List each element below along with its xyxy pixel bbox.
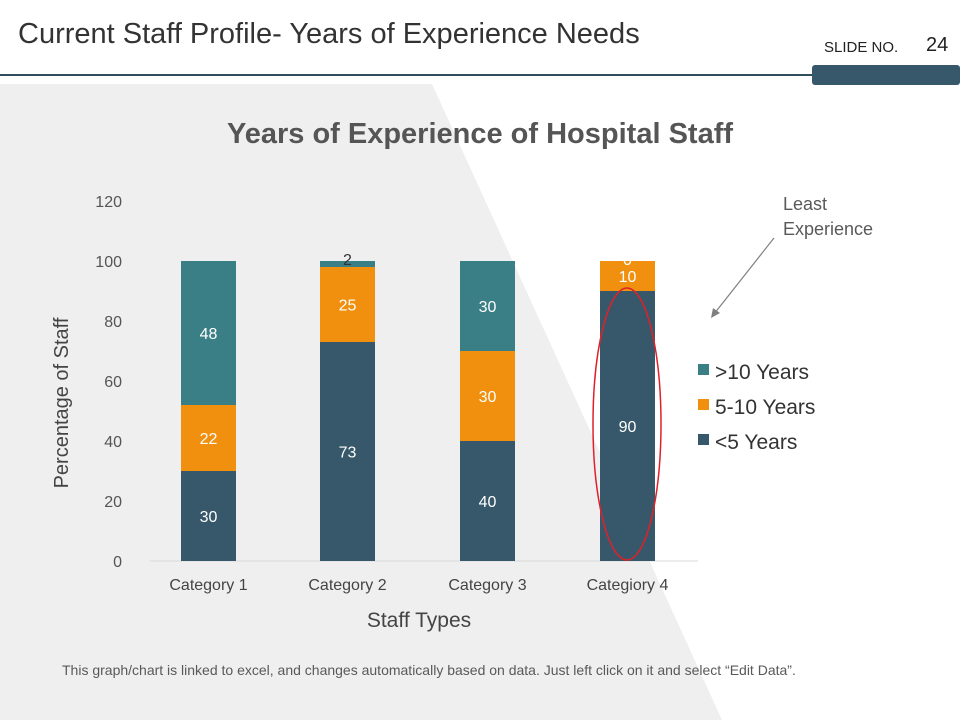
annotation-arrow-head: [711, 308, 720, 318]
bar-segment-mid: [460, 351, 515, 441]
legend-swatch: [698, 399, 709, 410]
x-tick-label: Categiory 4: [587, 577, 669, 594]
annotation-line-1: Least: [783, 194, 827, 214]
y-tick-label: 60: [104, 374, 122, 391]
bar-segment-gt10: [320, 261, 375, 267]
data-label-lt5: 73: [339, 445, 357, 462]
legend-label: >10 Years: [715, 361, 809, 384]
data-label-mid: 22: [200, 431, 218, 448]
data-label-lt5: 90: [619, 419, 637, 436]
bar-segment-mid: [600, 261, 655, 291]
data-label-mid: 10: [619, 269, 637, 286]
data-label-mid: 30: [479, 389, 497, 406]
y-tick-label: 0: [113, 554, 122, 571]
x-tick-label: Category 1: [169, 577, 247, 594]
y-tick-label: 100: [95, 254, 122, 271]
data-label-gt10: 0: [623, 252, 632, 269]
legend: >10 Years 5-10 Years <5 Years: [698, 361, 815, 454]
slide-title: Current Staff Profile- Years of Experien…: [18, 18, 640, 50]
header-divider: [0, 74, 812, 76]
highlight-ellipse: [592, 287, 662, 561]
bar-group: 30 22 48 73 25 2 40 30 30 90 100: [181, 252, 655, 561]
x-axis-label: Staff Types: [367, 609, 471, 632]
legend-swatch: [698, 364, 709, 375]
legend-swatch: [698, 434, 709, 445]
data-label-lt5: 30: [200, 509, 218, 526]
bar-segment-gt10: [181, 261, 236, 405]
data-label-gt10: 30: [479, 299, 497, 316]
bar-segment-gt10: [460, 261, 515, 351]
bar-segment-mid: [181, 405, 236, 471]
annotation-arrow-line: [713, 237, 775, 315]
x-tick-label: Category 3: [448, 577, 526, 594]
bar-segment-lt5: [460, 441, 515, 561]
y-axis-ticks: 0 20 40 60 80 100 120: [95, 194, 122, 571]
data-label-lt5: 40: [479, 494, 497, 511]
y-tick-label: 80: [104, 314, 122, 331]
data-label-gt10: 2: [343, 252, 352, 269]
bar-segment-lt5: [181, 471, 236, 561]
slide-number-tab: [812, 65, 960, 85]
legend-label: <5 Years: [715, 431, 797, 454]
x-tick-label: Category 2: [308, 577, 386, 594]
y-axis-label: Percentage of Staff: [51, 317, 73, 488]
data-label-gt10: 48: [200, 326, 218, 343]
bar-segment-lt5: [320, 342, 375, 561]
annotation-line-2: Experience: [783, 219, 873, 239]
footnote: This graph/chart is linked to excel, and…: [62, 662, 796, 678]
legend-label: 5-10 Years: [715, 396, 815, 419]
y-tick-label: 20: [104, 494, 122, 511]
chart-title: Years of Experience of Hospital Staff: [227, 118, 733, 150]
slide-number: 24: [926, 34, 949, 56]
slide-number-label: SLIDE NO.: [824, 39, 899, 56]
bar-segment-lt5: [600, 291, 655, 561]
y-tick-label: 40: [104, 434, 122, 451]
data-label-mid: 25: [339, 298, 357, 315]
bar-segment-mid: [320, 267, 375, 342]
y-tick-label: 120: [95, 194, 122, 211]
x-axis-ticks: Category 1 Category 2 Category 3 Categiory …: [169, 577, 668, 594]
